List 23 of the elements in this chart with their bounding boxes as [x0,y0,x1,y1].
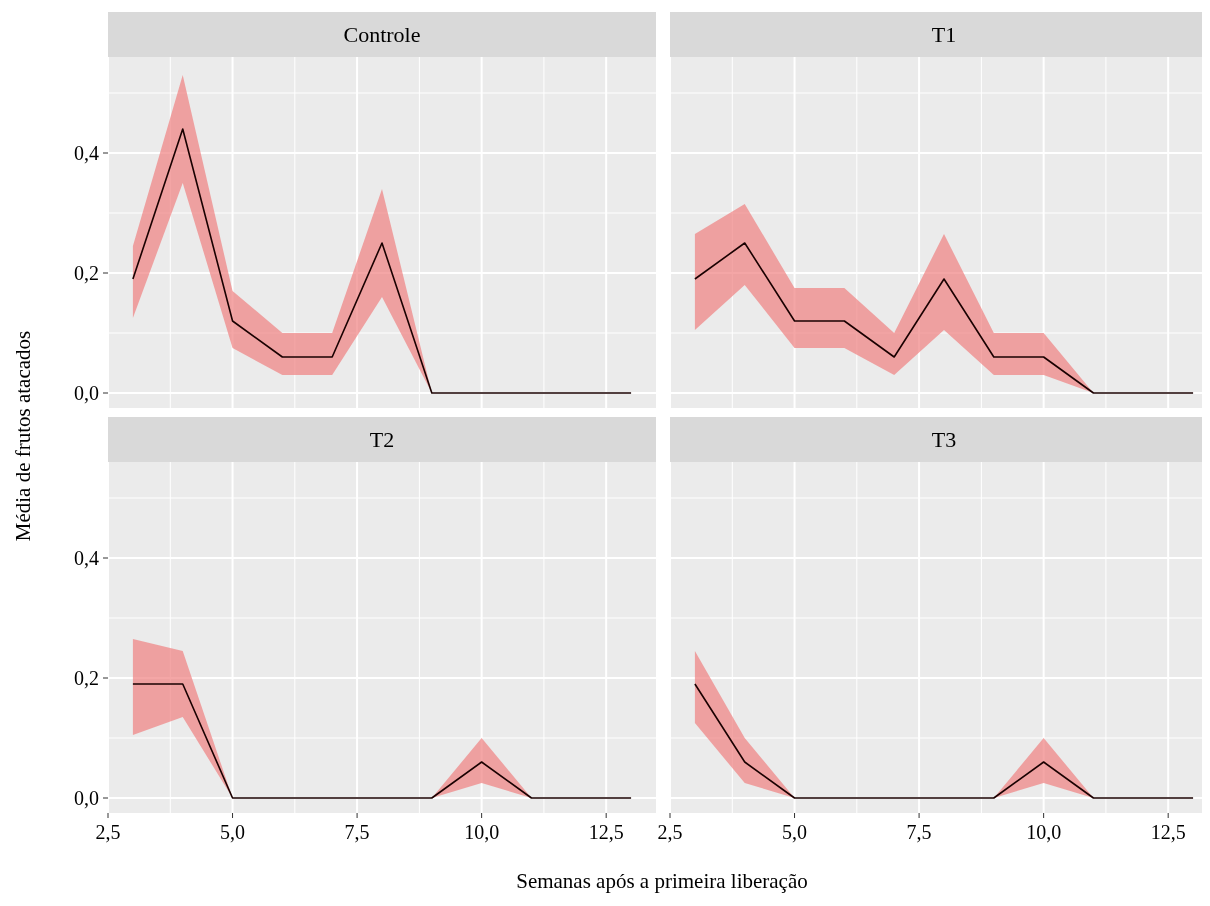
y-axis-title: Média de frutos atacados [11,330,35,542]
y-tick-label: 0,2 [74,667,99,689]
x-axis-title: Semanas após a primeira liberação [516,869,808,893]
x-tick-label: 12,5 [588,821,624,843]
line-series [132,128,632,394]
x-tick-label: 2,5 [657,821,683,843]
x-tick-label: 12,5 [1150,821,1186,843]
x-tick-label: 7,5 [344,821,370,843]
chart-title: Controle [343,22,421,47]
y-tick-label: 0,4 [74,547,99,569]
y-tick-label: 0,2 [74,262,99,284]
y-tick-label: 0,4 [74,142,99,164]
y-tick-label: 0,0 [74,382,99,404]
x-tick-label: 7,5 [906,821,932,843]
x-tick-label: 10,0 [464,821,500,843]
y-tick-label: 0,0 [74,787,99,809]
x-tick-label: 5,0 [220,821,246,843]
chart-title: T2 [369,427,395,452]
x-tick-label: 5,0 [782,821,808,843]
x-tick-label: 10,0 [1026,821,1062,843]
x-tick-label: 2,5 [95,821,121,843]
chart-title: T1 [931,22,957,47]
chart-title: T3 [931,427,957,452]
